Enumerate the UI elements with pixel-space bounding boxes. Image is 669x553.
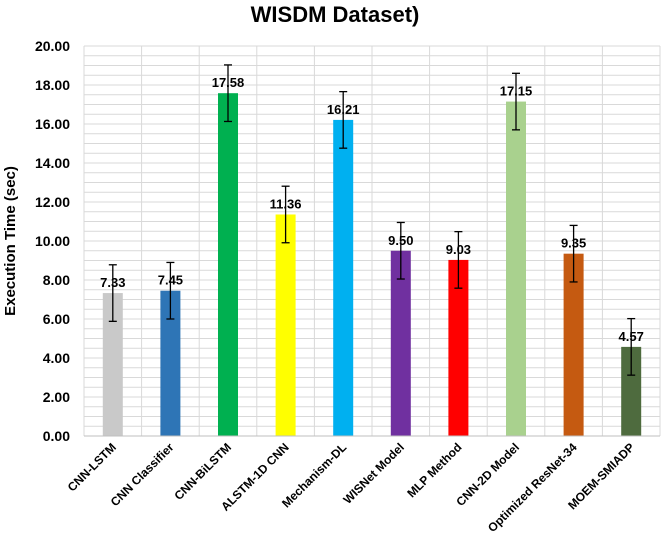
data-label: 9.35 xyxy=(561,236,586,251)
bar xyxy=(160,290,181,436)
bar xyxy=(621,346,642,436)
bars xyxy=(102,93,642,436)
bar xyxy=(448,259,469,436)
data-label: 17.15 xyxy=(500,84,533,99)
x-tick-label: WISNet Model xyxy=(340,440,406,506)
data-labels: 7.33 7.45 17.58 11.36 16.21 9.50 9.03 17.15 9.35… xyxy=(100,75,644,344)
bar xyxy=(333,119,354,436)
error-bar xyxy=(281,185,290,244)
x-tick-label: CNN-BiLSTM xyxy=(171,440,234,503)
data-label: 17.58 xyxy=(212,75,245,90)
error-bar xyxy=(166,261,175,320)
bar xyxy=(275,214,296,436)
data-label: 16.21 xyxy=(327,102,360,117)
y-tick-label: 0.00 xyxy=(43,428,70,444)
y-tick-label: 18.00 xyxy=(35,77,70,93)
y-tick-label: 4.00 xyxy=(43,350,70,366)
y-tick-label: 12.00 xyxy=(35,194,70,210)
error-bar xyxy=(396,221,405,280)
x-tick-label: MLP Method xyxy=(404,440,464,500)
y-tick-label: 8.00 xyxy=(43,272,70,288)
y-tick-label: 20.00 xyxy=(35,38,70,54)
bar xyxy=(563,253,584,436)
error-bars xyxy=(108,64,636,376)
bar xyxy=(506,101,526,436)
bar xyxy=(390,250,411,436)
error-bar xyxy=(512,72,520,131)
data-label: 11.36 xyxy=(270,196,302,211)
y-axis-label: Execution Time (sec) xyxy=(2,166,19,316)
error-bar xyxy=(454,230,463,289)
y-tick-label: 6.00 xyxy=(43,311,70,327)
y-tick-label: 10.00 xyxy=(35,233,70,249)
bar xyxy=(102,293,123,436)
error-bar xyxy=(224,64,232,123)
bar xyxy=(218,93,238,436)
y-tick-label: 14.00 xyxy=(35,155,70,171)
y-tick-label: 16.00 xyxy=(35,116,70,132)
chart-title: WISDM Dataset) xyxy=(251,2,420,27)
data-label: 4.57 xyxy=(619,329,644,344)
data-label: 7.45 xyxy=(158,273,183,288)
error-bar xyxy=(569,224,578,283)
error-bar xyxy=(108,264,117,322)
error-bar xyxy=(339,90,348,149)
data-label: 9.50 xyxy=(388,233,413,248)
y-tick-label: 2.00 xyxy=(43,389,70,405)
data-label: 7.33 xyxy=(100,275,125,290)
y-axis-ticks: 0.00 2.00 4.00 6.00 8.00 10.00 12.00 14.00 16.00… xyxy=(35,38,70,444)
error-bar xyxy=(627,317,636,376)
x-tick-label: CNN-LSTM xyxy=(65,440,119,494)
data-label: 9.03 xyxy=(446,242,471,257)
